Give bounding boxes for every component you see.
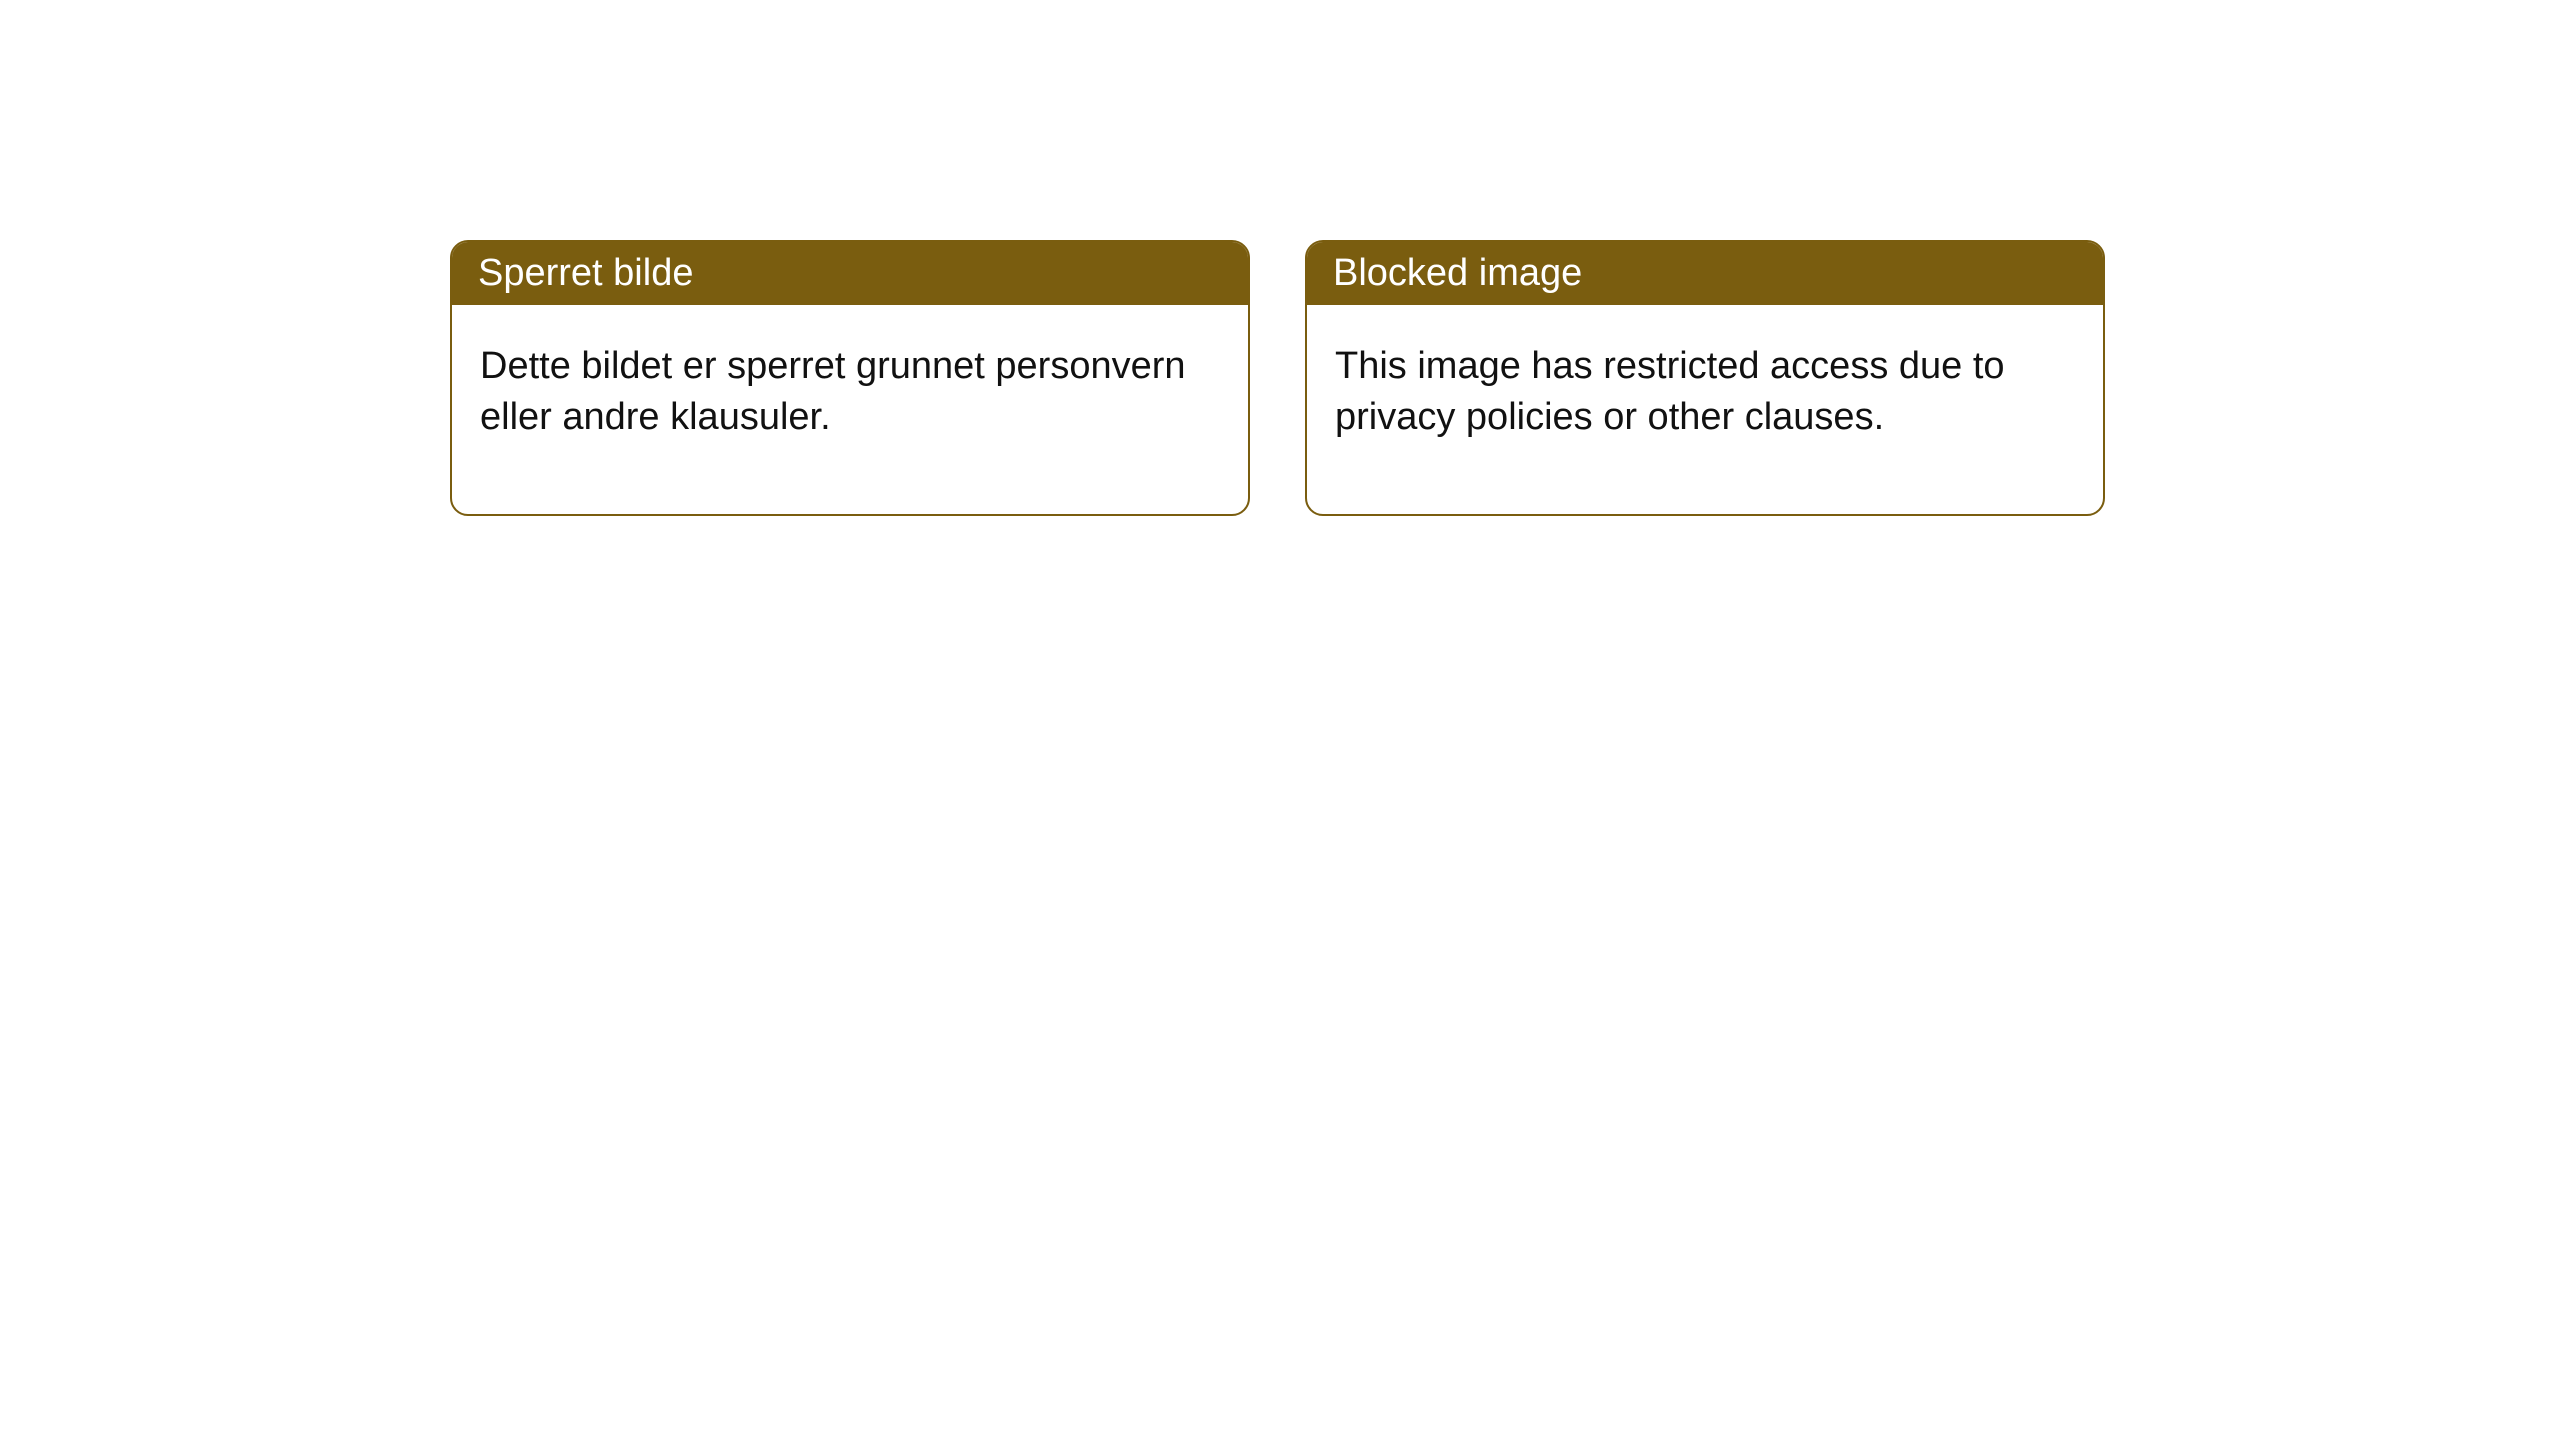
card-header: Sperret bilde (452, 242, 1248, 305)
notice-card-english: Blocked image This image has restricted … (1305, 240, 2105, 516)
card-body-text: This image has restricted access due to … (1335, 345, 2005, 438)
card-body-text: Dette bildet er sperret grunnet personve… (480, 345, 1186, 438)
card-header: Blocked image (1307, 242, 2103, 305)
card-title: Sperret bilde (478, 252, 693, 294)
notice-container: Sperret bilde Dette bildet er sperret gr… (450, 240, 2105, 516)
card-body: This image has restricted access due to … (1307, 305, 2103, 514)
card-title: Blocked image (1333, 252, 1582, 294)
card-body: Dette bildet er sperret grunnet personve… (452, 305, 1248, 514)
notice-card-norwegian: Sperret bilde Dette bildet er sperret gr… (450, 240, 1250, 516)
